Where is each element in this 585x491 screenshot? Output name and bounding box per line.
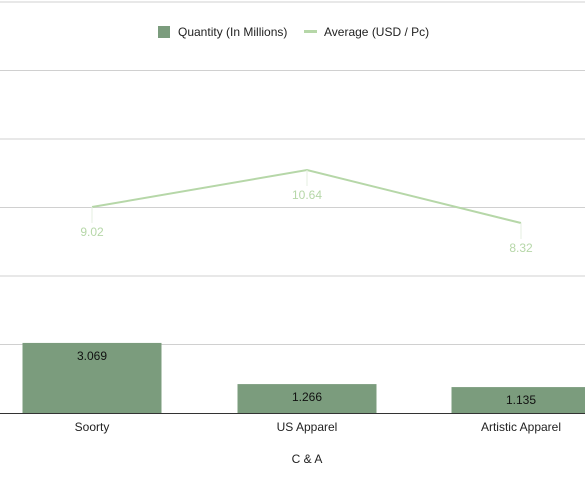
bar: [22, 342, 162, 413]
x-axis-title: C & A: [292, 452, 323, 466]
legend-swatch-quantity: [158, 26, 170, 38]
x-tick-label-soorty: Soorty: [75, 420, 110, 434]
bar-value-label: 3.069: [77, 349, 107, 363]
x-tick-label-us-apparel: US Apparel: [277, 420, 338, 434]
line-value-label: 8.32: [509, 241, 533, 255]
bar: [451, 387, 585, 413]
x-tick-label-artistic-apparel: Artistic Apparel: [481, 420, 561, 434]
legend-swatch-average: [304, 30, 317, 33]
legend: Quantity (In Millions) Average (USD / Pc…: [158, 25, 429, 39]
line-value-label: 9.02: [80, 225, 104, 239]
bar-value-label: 1.135: [506, 393, 536, 407]
bar: [237, 384, 377, 413]
bar-series: 3.069 1.266 1.135: [22, 342, 585, 413]
line-value-label: 10.64: [292, 188, 322, 202]
line-series: 9.02 10.64 8.32: [80, 169, 533, 255]
gridlines: [0, 1, 585, 345]
x-axis-ticks: Soorty US Apparel Artistic Apparel: [75, 420, 561, 434]
legend-label-quantity: Quantity (In Millions): [178, 25, 287, 39]
bar-value-label: 1.266: [292, 390, 322, 404]
legend-label-average: Average (USD / Pc): [324, 25, 429, 39]
